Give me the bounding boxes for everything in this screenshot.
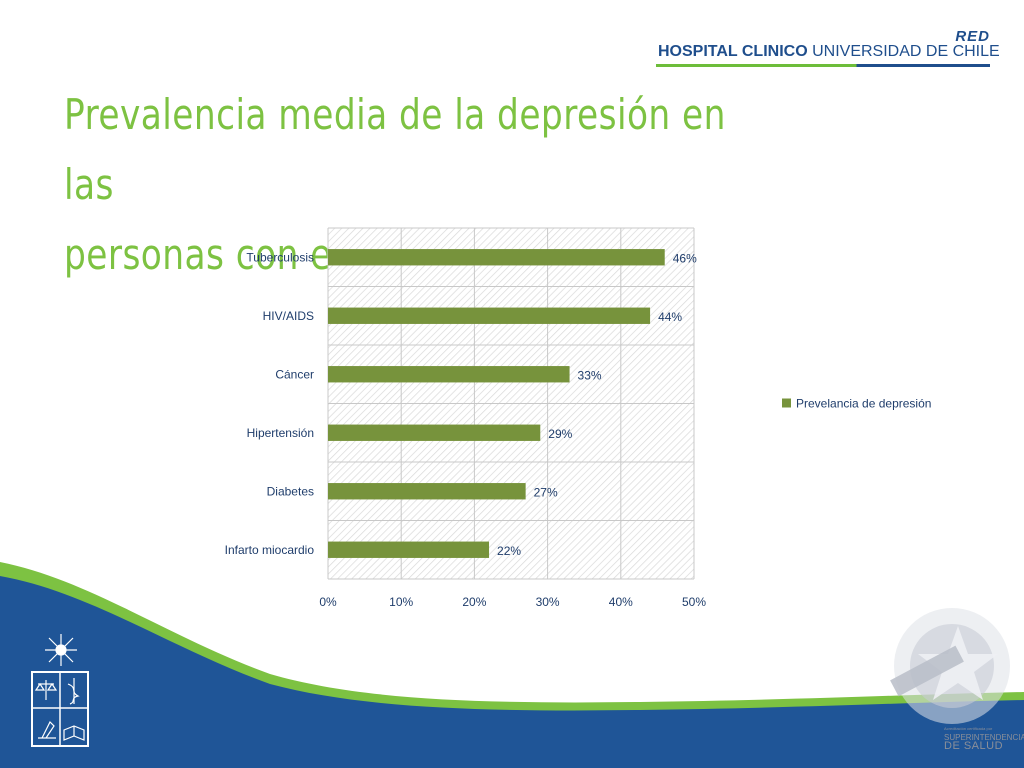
value-label-3: 29%	[548, 427, 572, 441]
slide-title-line1: Prevalencia media de la depresión en las	[64, 90, 726, 209]
accreditation-seal	[890, 608, 1010, 724]
seal-agency-line1: SUPERINTENDENCIA	[944, 733, 1024, 742]
category-label-1: HIV/AIDS	[263, 309, 314, 323]
x-tick-label-4: 40%	[609, 595, 633, 609]
bar-0	[328, 249, 665, 266]
bar-5	[328, 541, 490, 558]
x-tick-label-5: 50%	[682, 595, 706, 609]
bottom-wave-decoration	[0, 562, 1024, 768]
legend-swatch	[782, 398, 791, 408]
star-burst-icon	[45, 634, 77, 666]
seal-agency-line2: DE SALUD	[944, 740, 1004, 752]
gridlines	[327, 227, 695, 580]
logo-underline	[656, 64, 990, 67]
seal-agency-name: SUPERINTENDENCIA DE SALUD	[944, 733, 1024, 752]
microscope-icon	[38, 720, 56, 739]
legend-label: Prevelancia de depresión	[796, 397, 931, 411]
seal-certified-label: Acreditación certificada por	[944, 726, 993, 731]
value-labels: 46% 44% 33% 29% 27% 22%	[497, 251, 697, 558]
book-icon	[63, 725, 85, 741]
bar-chart: Tuberculosis HIV/AIDS Cáncer Hipertensión Di…	[225, 227, 931, 609]
bar-4	[328, 483, 526, 500]
logo-hospital-text: HOSPITAL CLINICO	[658, 43, 808, 60]
value-label-1: 44%	[658, 310, 682, 324]
value-label-5: 22%	[497, 544, 521, 558]
category-label-5: Infarto miocardio	[225, 543, 315, 557]
logo-name: HOSPITAL CLINICO UNIVERSIDAD DE CHILE	[658, 43, 1000, 61]
citation-footnote: OMS.Guía de intervención mhGAP para los …	[508, 657, 878, 696]
wave-navy-band	[0, 576, 1024, 768]
caduceus-icon	[67, 678, 80, 705]
x-tick-label-1: 10%	[389, 595, 413, 609]
x-tick-label-0: 0%	[319, 595, 337, 609]
category-label-3: Hipertensión	[247, 426, 314, 440]
category-label-4: Diabetes	[267, 484, 314, 498]
category-labels: Tuberculosis HIV/AIDS Cáncer Hipertensión Di…	[225, 250, 315, 557]
university-emblem	[31, 634, 89, 747]
scales-icon	[34, 680, 58, 700]
logo-university-text: UNIVERSIDAD DE CHILE	[812, 43, 1000, 60]
hospital-logo: RED HOSPITAL CLINICO UNIVERSIDAD DE CHIL…	[656, 28, 1000, 67]
logo-red-text: RED	[955, 28, 990, 45]
x-tick-label-3: 30%	[536, 595, 560, 609]
legend: Prevelancia de depresión	[782, 397, 931, 411]
value-label-4: 27%	[534, 485, 558, 499]
category-label-0: Tuberculosis	[246, 250, 314, 264]
bar-1	[328, 307, 651, 324]
bars	[328, 249, 665, 558]
bar-2	[328, 366, 570, 383]
x-tick-label-2: 20%	[462, 595, 486, 609]
value-label-2: 33%	[578, 368, 602, 382]
category-label-2: Cáncer	[275, 367, 314, 381]
value-label-0: 46%	[673, 251, 697, 265]
x-axis-tick-labels: 0% 10% 20% 30% 40% 50%	[319, 595, 706, 609]
bar-3	[328, 424, 541, 441]
